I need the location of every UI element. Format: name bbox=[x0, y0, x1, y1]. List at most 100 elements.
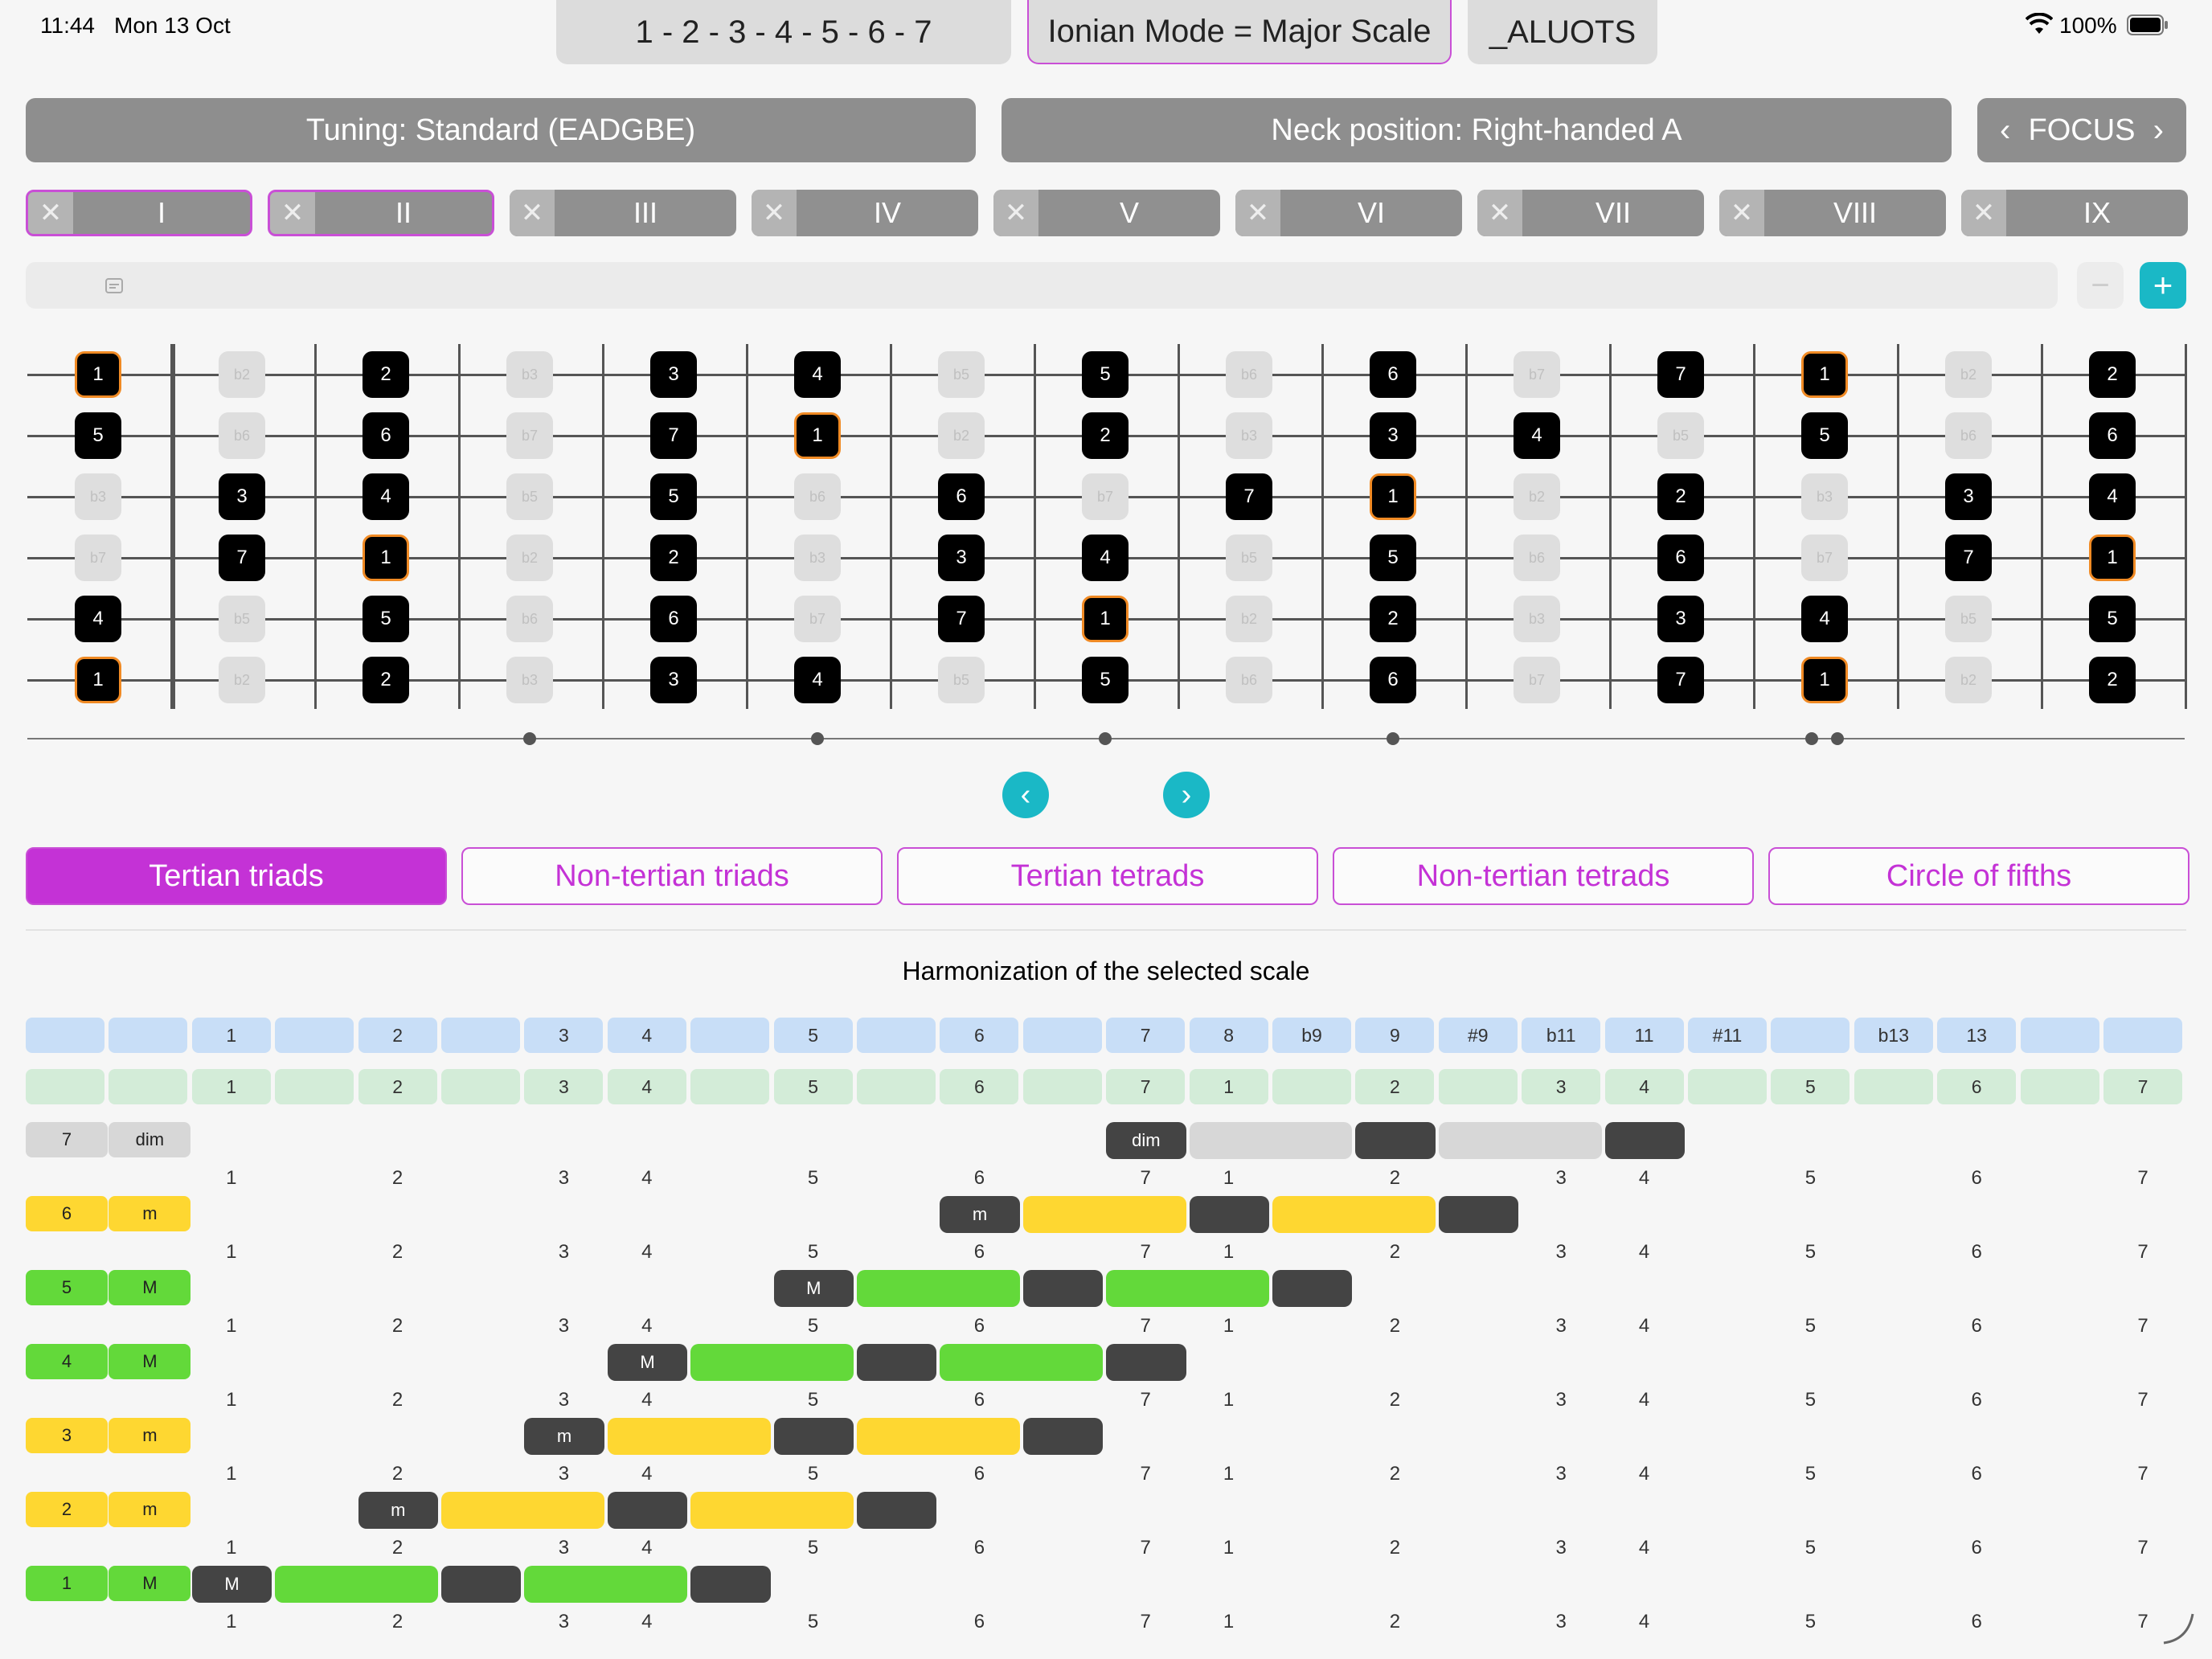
chevron-left-icon[interactable]: ‹ bbox=[2000, 112, 2011, 148]
fret-note[interactable]: 6 bbox=[938, 473, 985, 520]
chevron-right-icon[interactable]: › bbox=[2153, 112, 2164, 148]
fret-note[interactable]: b6 bbox=[794, 473, 841, 520]
fret-note[interactable]: b7 bbox=[794, 596, 841, 642]
mode-selector-button[interactable]: Ionian Mode = Major Scale bbox=[1027, 0, 1452, 64]
fret-note[interactable]: b6 bbox=[219, 412, 265, 459]
resize-handle-icon[interactable] bbox=[2161, 1611, 2196, 1646]
fret-note[interactable]: 4 bbox=[75, 596, 121, 642]
close-icon[interactable]: ✕ bbox=[1961, 190, 2006, 236]
close-icon[interactable]: ✕ bbox=[993, 190, 1038, 236]
fret-note[interactable]: b2 bbox=[219, 351, 265, 398]
fret-note[interactable]: b7 bbox=[506, 412, 553, 459]
chord-input-bar[interactable] bbox=[26, 262, 2058, 309]
fret-note[interactable]: 2 bbox=[363, 351, 409, 398]
fret-note[interactable]: 2 bbox=[2089, 351, 2136, 398]
fret-note[interactable]: 1 bbox=[75, 351, 121, 398]
fret-note[interactable]: 5 bbox=[2089, 596, 2136, 642]
fret-note[interactable]: 5 bbox=[1370, 535, 1416, 581]
fret-note[interactable]: 6 bbox=[363, 412, 409, 459]
fret-note[interactable]: b7 bbox=[1514, 351, 1560, 398]
tab-non-tertian-triads[interactable]: Non-tertian triads bbox=[461, 847, 883, 905]
fret-note[interactable]: b2 bbox=[1514, 473, 1560, 520]
fret-note[interactable]: b7 bbox=[1082, 473, 1129, 520]
fret-note[interactable]: b3 bbox=[506, 351, 553, 398]
fret-note[interactable]: b6 bbox=[1514, 535, 1560, 581]
close-icon[interactable]: ✕ bbox=[1719, 190, 1764, 236]
fret-note[interactable]: b7 bbox=[75, 535, 121, 581]
close-icon[interactable]: ✕ bbox=[1477, 190, 1522, 236]
position-button-5[interactable]: ✕ V bbox=[993, 190, 1220, 236]
fret-note[interactable]: 4 bbox=[363, 473, 409, 520]
fret-note[interactable]: 6 bbox=[2089, 412, 2136, 459]
fret-note[interactable]: 1 bbox=[794, 412, 841, 459]
fret-note[interactable]: 1 bbox=[75, 657, 121, 703]
fret-note[interactable]: 1 bbox=[2089, 535, 2136, 581]
fret-note[interactable]: 4 bbox=[1082, 535, 1129, 581]
fret-note[interactable]: 2 bbox=[1370, 596, 1416, 642]
position-button-7[interactable]: ✕ VII bbox=[1477, 190, 1704, 236]
previous-button[interactable]: ‹ bbox=[1002, 772, 1049, 818]
tab-tertian-triads[interactable]: Tertian triads bbox=[26, 847, 447, 905]
focus-control[interactable]: ‹ FOCUS › bbox=[1977, 98, 2186, 162]
fret-note[interactable]: 2 bbox=[650, 535, 697, 581]
app-name-button[interactable]: _ALUOTS bbox=[1468, 0, 1657, 64]
fret-note[interactable]: b5 bbox=[1945, 596, 1992, 642]
fret-note[interactable]: b5 bbox=[1226, 535, 1272, 581]
neck-position-button[interactable]: Neck position: Right-handed A bbox=[1002, 98, 1952, 162]
fret-note[interactable]: b5 bbox=[938, 351, 985, 398]
fret-note[interactable]: 7 bbox=[219, 535, 265, 581]
fret-note[interactable]: b6 bbox=[1945, 412, 1992, 459]
fret-note[interactable]: 2 bbox=[2089, 657, 2136, 703]
position-button-6[interactable]: ✕ VI bbox=[1235, 190, 1462, 236]
fret-note[interactable]: 5 bbox=[75, 412, 121, 459]
close-icon[interactable]: ✕ bbox=[28, 192, 73, 234]
close-icon[interactable]: ✕ bbox=[510, 190, 555, 236]
fret-note[interactable]: 1 bbox=[363, 535, 409, 581]
fret-note[interactable]: b2 bbox=[1945, 657, 1992, 703]
fret-note[interactable]: b2 bbox=[506, 535, 553, 581]
fret-note[interactable]: b2 bbox=[1945, 351, 1992, 398]
position-button-4[interactable]: ✕ IV bbox=[752, 190, 978, 236]
fret-note[interactable]: b5 bbox=[219, 596, 265, 642]
fret-note[interactable]: 1 bbox=[1370, 473, 1416, 520]
fret-note[interactable]: b2 bbox=[219, 657, 265, 703]
minus-button[interactable]: − bbox=[2077, 262, 2124, 309]
position-button-1[interactable]: ✕ I bbox=[26, 190, 252, 236]
fret-note[interactable]: 7 bbox=[1226, 473, 1272, 520]
fret-note[interactable]: 5 bbox=[1082, 657, 1129, 703]
position-button-3[interactable]: ✕ III bbox=[510, 190, 736, 236]
close-icon[interactable]: ✕ bbox=[752, 190, 797, 236]
fret-note[interactable]: b5 bbox=[506, 473, 553, 520]
position-button-8[interactable]: ✕ VIII bbox=[1719, 190, 1946, 236]
fret-note[interactable]: 7 bbox=[1945, 535, 1992, 581]
fret-note[interactable]: b6 bbox=[1226, 351, 1272, 398]
fret-note[interactable]: 3 bbox=[1370, 412, 1416, 459]
fret-note[interactable]: 4 bbox=[794, 351, 841, 398]
fret-note[interactable]: 1 bbox=[1801, 351, 1848, 398]
fret-note[interactable]: 5 bbox=[363, 596, 409, 642]
fret-note[interactable]: 4 bbox=[1514, 412, 1560, 459]
fret-note[interactable]: 2 bbox=[1657, 473, 1704, 520]
fret-note[interactable]: 2 bbox=[363, 657, 409, 703]
fret-note[interactable]: 1 bbox=[1801, 657, 1848, 703]
fret-note[interactable]: 6 bbox=[1657, 535, 1704, 581]
close-icon[interactable]: ✕ bbox=[1235, 190, 1280, 236]
fret-note[interactable]: b6 bbox=[1226, 657, 1272, 703]
fret-note[interactable]: b3 bbox=[75, 473, 121, 520]
position-button-2[interactable]: ✕ II bbox=[268, 190, 494, 236]
fret-note[interactable]: 3 bbox=[1945, 473, 1992, 520]
fret-note[interactable]: b3 bbox=[794, 535, 841, 581]
fret-note[interactable]: 5 bbox=[1801, 412, 1848, 459]
fret-note[interactable]: 3 bbox=[650, 657, 697, 703]
fret-note[interactable]: 6 bbox=[650, 596, 697, 642]
fret-note[interactable]: 5 bbox=[1082, 351, 1129, 398]
fret-note[interactable]: 7 bbox=[1657, 657, 1704, 703]
fret-note[interactable]: 5 bbox=[650, 473, 697, 520]
fret-note[interactable]: 7 bbox=[938, 596, 985, 642]
fret-note[interactable]: 3 bbox=[938, 535, 985, 581]
fret-note[interactable]: 4 bbox=[1801, 596, 1848, 642]
fret-note[interactable]: b5 bbox=[1657, 412, 1704, 459]
scale-degrees-button[interactable]: 1 - 2 - 3 - 4 - 5 - 6 - 7 bbox=[556, 0, 1011, 64]
fret-note[interactable]: 2 bbox=[1082, 412, 1129, 459]
fret-note[interactable]: b2 bbox=[938, 412, 985, 459]
